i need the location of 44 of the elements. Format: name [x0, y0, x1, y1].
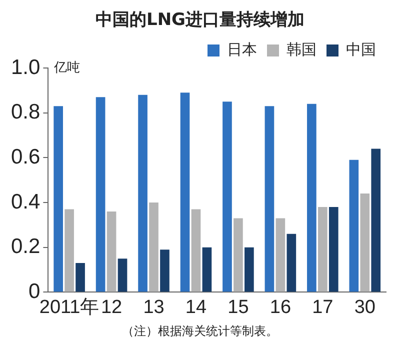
x-tick-label: 12: [100, 296, 122, 318]
x-tick-label: 30: [354, 296, 376, 318]
bar: [138, 94, 148, 292]
bar: [349, 160, 359, 292]
x-tick-label: 15: [228, 296, 249, 318]
y-tick-label: 0: [28, 280, 40, 303]
bar: [328, 207, 338, 292]
y-tick-label: 0.8: [10, 100, 40, 124]
bar: [160, 250, 170, 292]
bar: [180, 92, 190, 292]
bar: [64, 209, 74, 292]
bar: [264, 106, 274, 292]
bar: [244, 247, 254, 292]
bar: [191, 209, 201, 292]
bar: [106, 211, 116, 292]
bar: [234, 218, 243, 292]
bar: [360, 194, 370, 292]
bar: [307, 104, 316, 292]
bar: [202, 247, 212, 292]
legend-label: 韩国: [286, 40, 316, 58]
x-tick-label: 13: [143, 296, 164, 318]
bar: [371, 148, 381, 292]
x-tick-label: 2011年: [39, 296, 100, 318]
y-axis-title: 亿吨: [53, 60, 80, 76]
legend-label: 日本: [227, 40, 257, 58]
bar: [76, 263, 85, 292]
bar: [54, 106, 63, 292]
y-tick-label: 0.2: [10, 235, 40, 258]
y-tick-label: 0.6: [10, 145, 40, 168]
legend-label: 中国: [346, 40, 376, 58]
chart-title: 中国的LNG进口量持续增加: [94, 9, 306, 31]
x-tick-label: 14: [185, 296, 207, 318]
y-tick-label: 1.0: [10, 56, 40, 79]
bar: [96, 97, 106, 292]
x-tick-label: 17: [312, 296, 334, 318]
bar: [149, 202, 158, 292]
x-tick-label: 16: [270, 296, 292, 318]
bar: [286, 234, 296, 292]
y-tick-label: 0.4: [10, 190, 41, 214]
bar: [318, 207, 328, 292]
bar: [222, 102, 232, 292]
text: （注）根据海关统计等制表。: [121, 323, 279, 340]
bar: [276, 218, 286, 292]
bar: [118, 258, 128, 292]
